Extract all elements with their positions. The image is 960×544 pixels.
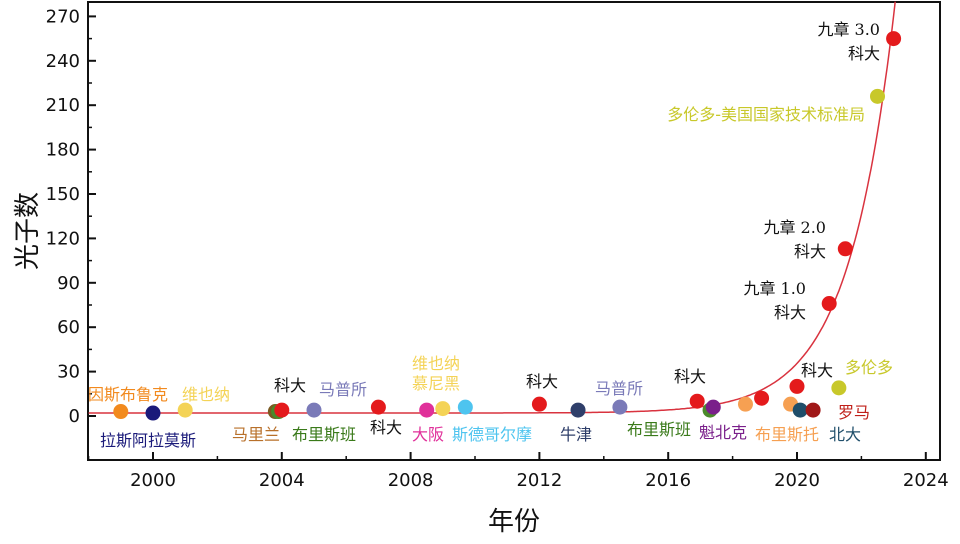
x-tick-label: 2012	[516, 470, 562, 491]
data-point	[370, 399, 386, 415]
point-annotation: 科大	[848, 44, 880, 63]
point-annotation: 科大	[370, 418, 402, 437]
point-annotation: 维也纳	[182, 385, 230, 404]
point-annotation: 大阪	[412, 425, 444, 444]
point-annotation: 科大	[274, 376, 306, 395]
point-annotation: 斯德哥尔摩	[452, 425, 532, 444]
point-annotation: 九章 2.0	[763, 218, 826, 237]
x-tick-label: 2008	[388, 470, 434, 491]
point-annotation: 多伦多-美国国家技术标准局	[667, 105, 865, 124]
point-annotation: 布里斯托	[755, 425, 819, 444]
point-annotation: 科大	[526, 372, 558, 391]
data-point	[754, 390, 770, 406]
data-point	[612, 399, 628, 415]
point-annotation: 九章 3.0	[817, 20, 880, 39]
point-annotation: 科大	[794, 242, 826, 261]
point-annotation: 罗马	[838, 403, 870, 422]
y-tick-label: 210	[46, 95, 80, 116]
point-annotation: 牛津	[560, 425, 592, 444]
point-annotation: 科大	[674, 367, 706, 386]
data-point	[306, 402, 322, 418]
y-tick-label: 90	[57, 273, 80, 294]
data-point	[805, 402, 821, 418]
data-point	[831, 380, 847, 396]
data-point	[145, 405, 161, 421]
data-point	[792, 402, 808, 418]
data-point	[113, 404, 129, 420]
y-tick-label: 240	[46, 51, 80, 72]
y-tick-label: 0	[69, 406, 80, 427]
axes: 2000 2004 2008 2012 2016 2020 2024 0 30 60 90 120 15…	[46, 1, 949, 491]
point-annotation: 北大	[829, 425, 861, 444]
point-annotation: 马普所	[595, 379, 643, 398]
data-point	[737, 396, 753, 412]
point-annotation: 布里斯班	[627, 420, 691, 439]
data-point	[531, 396, 547, 412]
point-annotation: 九章 1.0	[743, 279, 806, 298]
data-point	[274, 402, 290, 418]
x-tick-label: 2024	[903, 470, 949, 491]
point-annotation: 科大	[774, 303, 806, 322]
data-point	[821, 296, 837, 312]
y-tick-label: 180	[46, 140, 80, 161]
point-annotation: 多伦多	[845, 358, 893, 377]
point-annotation: 维也纳	[412, 354, 460, 373]
x-tick-label: 2016	[645, 470, 691, 491]
x-tick-label: 2000	[130, 470, 176, 491]
y-tick-label: 150	[46, 184, 80, 205]
plot-frame	[87, 1, 941, 461]
point-annotation: 马里兰	[232, 425, 280, 444]
x-axis-label: 年份	[488, 507, 540, 537]
x-tick-label: 2020	[774, 470, 820, 491]
data-point	[837, 241, 853, 257]
point-annotation: 布里斯班	[292, 425, 356, 444]
point-annotation: 拉斯阿拉莫斯	[100, 431, 196, 450]
data-point	[570, 402, 586, 418]
data-point	[177, 402, 193, 418]
data-point	[435, 401, 451, 417]
point-annotation: 魁北克	[699, 423, 747, 442]
fit-curve	[88, 1, 896, 414]
y-tick-label: 60	[57, 317, 80, 338]
y-tick-label: 120	[46, 228, 80, 249]
y-tick-label: 270	[46, 6, 80, 27]
data-point	[886, 31, 902, 47]
point-annotation: 因斯布鲁克	[88, 385, 168, 404]
y-axis-label: 光子数	[13, 192, 43, 270]
data-points	[113, 31, 902, 421]
data-point	[689, 393, 705, 409]
point-annotation: 慕尼黑	[412, 374, 460, 393]
point-annotation: 马普所	[319, 380, 367, 399]
data-point	[705, 399, 721, 415]
data-point	[419, 402, 435, 418]
point-annotation: 科大	[801, 361, 833, 380]
data-point	[870, 88, 885, 104]
x-tick-label: 2004	[259, 470, 305, 491]
data-point	[457, 399, 473, 415]
data-point	[789, 378, 805, 394]
fit-curve-line	[88, 1, 896, 414]
y-tick-label: 30	[57, 362, 80, 383]
